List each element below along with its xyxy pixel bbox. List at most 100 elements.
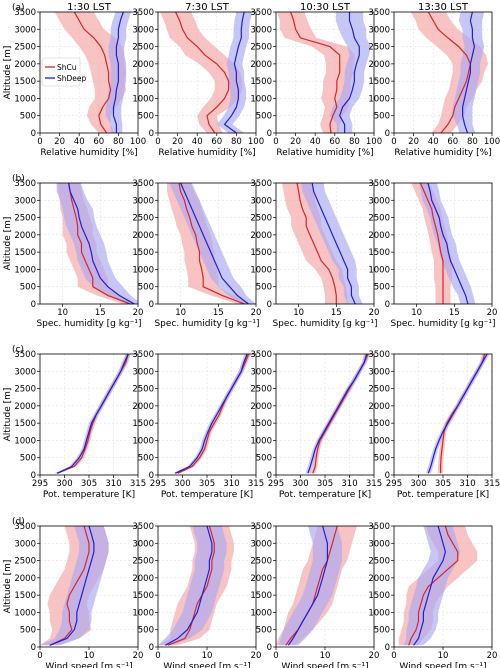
x-tick-label: 10	[411, 308, 422, 318]
plot-area	[54, 12, 132, 133]
plot-area	[54, 354, 131, 474]
y-tick-label: 2500	[132, 214, 154, 224]
x-tick-label: 20	[487, 651, 498, 661]
y-tick-label: 2500	[368, 557, 390, 567]
x-tick-label: 60	[93, 137, 104, 147]
y-tick-label: 1000	[14, 94, 36, 104]
y-tick-label: 0	[31, 300, 36, 310]
x-tick-label: 0	[37, 137, 42, 147]
x-axis-label: Spec. humidity [g kg⁻¹]	[390, 319, 495, 329]
x-tick-label: 10	[438, 651, 449, 661]
plot-area	[276, 526, 357, 646]
y-tick-label: 2500	[14, 43, 36, 53]
x-tick-label: 40	[192, 137, 203, 147]
y-tick-label: 2000	[250, 231, 272, 241]
x-tick-label: 20	[251, 308, 262, 318]
plot-area	[410, 12, 489, 133]
x-tick-label: 315	[366, 479, 382, 489]
legend-box	[41, 57, 81, 87]
shdeep-mean-line	[174, 354, 248, 474]
y-tick-label: 1000	[132, 608, 154, 618]
x-tick-label: 310	[223, 479, 239, 489]
panel-a-2: 0 20 40 60 80 1000500100015002000250030003500…	[132, 2, 264, 158]
x-axis-label: Pot. temperature [K]	[43, 490, 135, 500]
plot-area	[172, 354, 252, 474]
y-tick-label: 3500	[368, 8, 390, 18]
shcu-mean-line	[175, 12, 230, 133]
y-tick-label: 1000	[250, 94, 272, 104]
y-tick-label: 500	[256, 112, 272, 122]
shcu-mean-line	[419, 183, 444, 304]
column-title: 7:30 LST	[185, 2, 230, 13]
axes-frame	[275, 11, 375, 134]
shdeep-spread-band	[403, 526, 461, 646]
y-tick-label: 1000	[14, 608, 36, 618]
y-tick-label: 2500	[250, 385, 272, 395]
y-tick-label: 2000	[14, 402, 36, 412]
shcu-mean-line	[167, 526, 215, 646]
y-tick-label: 500	[138, 626, 154, 636]
y-tick-label: 3000	[132, 25, 154, 35]
y-tick-label: 500	[256, 283, 272, 293]
y-tick-label: 1500	[14, 248, 36, 258]
panel-d-2: 0 10 20 0 500 1000 1500 2000 2500 3000 3500 Wind sp…	[132, 522, 261, 668]
legend-label-shcu: ShCu	[57, 63, 77, 72]
x-tick-label: 40	[310, 137, 321, 147]
y-tick-label: 3000	[14, 196, 36, 206]
panel-a-4: 0 20 40 60 80 1000500100015002000250030003500…	[368, 2, 500, 158]
shcu-spread-band	[438, 354, 488, 474]
y-tick-label: 3500	[368, 350, 390, 360]
x-axis-label: Relative humidity [%]	[158, 148, 255, 158]
y-tick-label: 3000	[368, 196, 390, 206]
shdeep-mean-line	[339, 12, 360, 133]
legend: ShCu ShDeep	[41, 57, 87, 87]
y-tick-label: 0	[267, 643, 272, 653]
y-tick-label: 3000	[368, 25, 390, 35]
x-tick-label: 0	[37, 651, 42, 661]
x-tick-label: 310	[105, 479, 121, 489]
x-tick-label: 20	[251, 651, 262, 661]
y-tick-label: 3000	[132, 196, 154, 206]
shdeep-mean-line	[427, 354, 488, 474]
panel-c-1: 295 300 305 310 315 0 500 1000 1500 2000 2500 3000 3…	[3, 345, 146, 500]
y-tick-label: 3000	[250, 196, 272, 206]
y-tick-label: 500	[138, 454, 154, 464]
y-tick-label: 0	[149, 643, 154, 653]
x-tick-label: 40	[428, 137, 439, 147]
x-tick-label: 295	[32, 479, 48, 489]
x-axis-label: Pot. temperature [K]	[161, 490, 253, 500]
x-axis-label: Relative humidity [%]	[394, 148, 491, 158]
x-tick-label: 305	[435, 479, 451, 489]
y-tick-label: 2000	[132, 402, 154, 412]
y-tick-label: 2000	[368, 60, 390, 70]
x-axis-label: Wind speed [m s⁻¹]	[399, 662, 486, 668]
shcu-mean-line	[49, 526, 90, 646]
shdeep-mean-line	[413, 526, 447, 646]
y-tick-label: 1000	[250, 608, 272, 618]
plot-area	[40, 526, 109, 646]
shcu-mean-line	[73, 12, 112, 133]
x-tick-label: 20	[133, 308, 144, 318]
x-tick-label: 100	[366, 137, 382, 147]
panel-d-4: 0 10 20 0 500 1000 1500 2000 2500 3000 3500 Wind sp…	[368, 522, 497, 668]
x-tick-label: 300	[56, 479, 72, 489]
y-tick-label: 3500	[14, 522, 36, 532]
x-tick-label: 100	[484, 137, 500, 147]
panel-c-3: 295 300 305 310 3150500100015002000250030003…	[250, 350, 382, 500]
y-tick-label: 3500	[368, 179, 390, 189]
y-tick-label: 2000	[368, 231, 390, 241]
y-tick-label: 0	[31, 471, 36, 481]
y-tick-label: 2000	[250, 574, 272, 584]
x-tick-label: 315	[484, 479, 500, 489]
y-tick-label: 3500	[368, 522, 390, 532]
y-tick-label: 1000	[250, 265, 272, 275]
x-axis-label: Spec. humidity [g kg⁻¹]	[36, 319, 141, 329]
y-tick-label: 0	[385, 129, 390, 139]
x-tick-label: 20	[54, 137, 65, 147]
y-tick-label: 1500	[368, 591, 390, 601]
x-tick-label: 0	[391, 137, 396, 147]
x-tick-label: 10	[84, 651, 95, 661]
x-tick-label: 0	[273, 651, 278, 661]
y-tick-label: 1000	[368, 94, 390, 104]
x-tick-label: 0	[155, 651, 160, 661]
